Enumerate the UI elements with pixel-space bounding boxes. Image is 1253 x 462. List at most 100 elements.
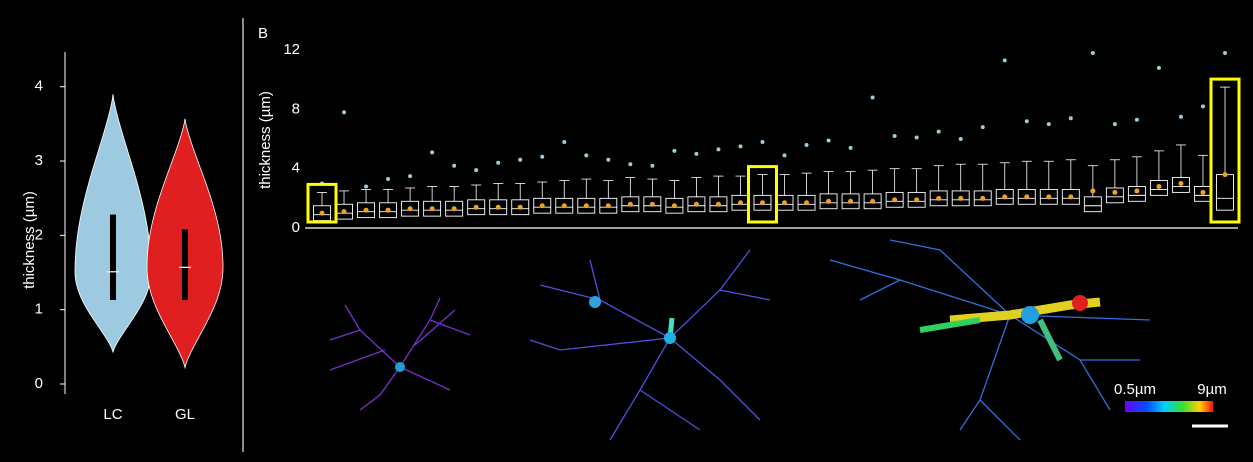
max-point: [1201, 104, 1205, 108]
box: [1217, 175, 1234, 211]
mean-point: [496, 205, 501, 210]
max-point: [915, 136, 919, 140]
max-point: [1113, 122, 1117, 126]
max-point: [716, 147, 720, 151]
mean-point: [716, 202, 721, 207]
mean-point: [606, 203, 611, 208]
max-point: [959, 137, 963, 141]
max-point: [342, 110, 346, 114]
mean-point: [870, 199, 875, 204]
max-point: [496, 161, 500, 165]
mean-point: [694, 202, 699, 207]
mean-point: [386, 208, 391, 213]
mean-point: [430, 206, 435, 211]
mean-point: [804, 200, 809, 205]
mean-point: [1134, 188, 1139, 193]
max-point: [474, 168, 478, 172]
max-point: [871, 95, 875, 99]
max-point: [760, 140, 764, 144]
max-point: [893, 134, 897, 138]
y-tick-label: 1: [35, 301, 43, 318]
max-point: [386, 177, 390, 181]
mean-point: [1156, 184, 1161, 189]
mean-point: [936, 196, 941, 201]
max-point: [981, 125, 985, 129]
x-tick-label: GL: [175, 406, 195, 423]
mean-point: [474, 205, 479, 210]
max-point: [1069, 116, 1073, 120]
mean-point: [628, 202, 633, 207]
mean-point: [584, 203, 589, 208]
panel-label: B: [258, 25, 268, 42]
max-point: [650, 164, 654, 168]
violin-box: [110, 215, 116, 300]
max-point: [1135, 118, 1139, 122]
mean-point: [958, 196, 963, 201]
max-point: [518, 158, 522, 162]
mean-point: [1024, 194, 1029, 199]
mean-point: [320, 211, 325, 216]
max-point: [1223, 51, 1227, 55]
y-tick-label: 0: [35, 375, 43, 392]
max-point: [805, 143, 809, 147]
mean-point: [1068, 194, 1073, 199]
mean-point: [760, 200, 765, 205]
max-point: [408, 174, 412, 178]
max-point: [738, 144, 742, 148]
mean-point: [892, 197, 897, 202]
max-point: [452, 164, 456, 168]
mean-point: [408, 206, 413, 211]
max-point: [584, 153, 588, 157]
colorbar-min-label: 0.5µm: [1114, 381, 1156, 398]
max-point: [1003, 58, 1007, 62]
max-point: [672, 149, 676, 153]
mean-point: [980, 196, 985, 201]
mean-point: [342, 209, 347, 214]
mean-point: [738, 200, 743, 205]
mean-point: [1178, 181, 1183, 186]
max-point: [628, 162, 632, 166]
max-point: [783, 153, 787, 157]
max-point: [1157, 66, 1161, 70]
y-axis-label: thickness (µm): [257, 91, 274, 189]
figure: thickness (µm) B thickness (µm) 0.5µm 9µ…: [0, 0, 1253, 462]
max-point: [937, 130, 941, 134]
mean-point: [1200, 190, 1205, 195]
mean-point: [364, 208, 369, 213]
mean-point: [848, 199, 853, 204]
colorbar-max-label: 9µm: [1197, 381, 1226, 398]
mean-point: [1223, 172, 1228, 177]
mean-point: [562, 203, 567, 208]
max-point: [562, 140, 566, 144]
mean-point: [826, 199, 831, 204]
max-point: [1091, 51, 1095, 55]
mean-point: [1002, 194, 1007, 199]
max-point: [849, 146, 853, 150]
max-point: [1179, 115, 1183, 119]
y-tick-label: 0: [292, 219, 300, 236]
y-tick-label: 4: [292, 160, 300, 177]
violin-box: [182, 229, 188, 300]
mean-point: [1112, 190, 1117, 195]
y-tick-label: 4: [35, 78, 43, 95]
max-point: [1047, 122, 1051, 126]
mean-point: [672, 203, 677, 208]
mean-point: [782, 200, 787, 205]
mean-point: [540, 203, 545, 208]
mean-point: [1046, 194, 1051, 199]
y-tick-label: 3: [35, 152, 43, 169]
mean-point: [518, 205, 523, 210]
mean-point: [914, 197, 919, 202]
y-tick-label: 2: [35, 226, 43, 243]
box: [1084, 197, 1101, 212]
mean-point: [452, 206, 457, 211]
max-point: [827, 138, 831, 142]
max-point: [606, 158, 610, 162]
max-point: [694, 152, 698, 156]
colorbar: [1125, 401, 1213, 412]
y-tick-label: 8: [292, 100, 300, 117]
x-tick-label: LC: [103, 406, 122, 423]
max-point: [1025, 119, 1029, 123]
max-point: [430, 150, 434, 154]
max-point: [540, 155, 544, 159]
